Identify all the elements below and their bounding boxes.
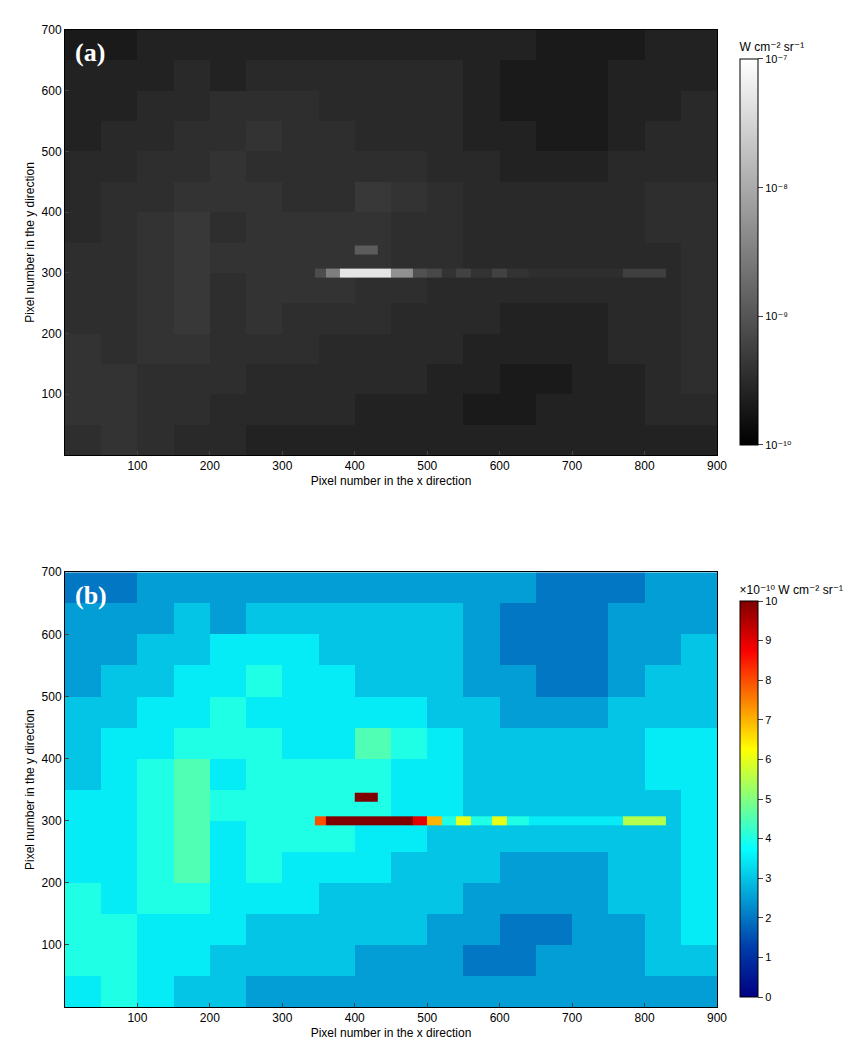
svg-text:400: 400 xyxy=(42,205,62,219)
svg-text:8: 8 xyxy=(765,674,771,686)
svg-text:700: 700 xyxy=(42,23,62,37)
svg-text:200: 200 xyxy=(200,1011,220,1025)
svg-text:7: 7 xyxy=(765,714,771,726)
svg-text:(b): (b) xyxy=(75,581,107,610)
svg-text:900: 900 xyxy=(707,1011,727,1025)
svg-text:500: 500 xyxy=(42,690,62,704)
svg-text:400: 400 xyxy=(42,752,62,766)
svg-text:10⁻⁸: 10⁻⁸ xyxy=(765,182,788,194)
svg-text:9: 9 xyxy=(765,634,771,646)
svg-text:300: 300 xyxy=(272,1011,292,1025)
svg-text:600: 600 xyxy=(490,459,510,473)
svg-text:700: 700 xyxy=(42,565,62,579)
svg-text:200: 200 xyxy=(42,876,62,890)
svg-text:×10⁻¹⁰ W cm⁻² sr⁻¹: ×10⁻¹⁰ W cm⁻² sr⁻¹ xyxy=(740,583,843,597)
svg-text:4: 4 xyxy=(765,832,771,844)
svg-text:300: 300 xyxy=(272,459,292,473)
svg-text:600: 600 xyxy=(490,1011,510,1025)
svg-text:Pixel number in the x directio: Pixel number in the x direction xyxy=(311,1026,472,1040)
svg-text:600: 600 xyxy=(42,84,62,98)
svg-text:5: 5 xyxy=(765,793,771,805)
svg-text:Pixel number in the y directio: Pixel number in the y direction xyxy=(23,709,37,870)
svg-text:10⁻⁷: 10⁻⁷ xyxy=(765,53,787,65)
svg-text:6: 6 xyxy=(765,753,771,765)
svg-text:100: 100 xyxy=(42,387,62,401)
svg-text:800: 800 xyxy=(635,1011,655,1025)
svg-text:Pixel number in the y directio: Pixel number in the y direction xyxy=(23,162,37,323)
svg-text:200: 200 xyxy=(42,327,62,341)
svg-text:300: 300 xyxy=(42,814,62,828)
svg-text:10⁻⁹: 10⁻⁹ xyxy=(765,310,788,322)
svg-text:900: 900 xyxy=(707,459,727,473)
svg-text:0: 0 xyxy=(765,991,771,1003)
svg-text:300: 300 xyxy=(42,266,62,280)
svg-text:400: 400 xyxy=(345,459,365,473)
svg-text:2: 2 xyxy=(765,912,771,924)
svg-text:400: 400 xyxy=(345,1011,365,1025)
svg-text:700: 700 xyxy=(562,1011,582,1025)
svg-text:600: 600 xyxy=(42,628,62,642)
svg-text:W cm⁻² sr⁻¹: W cm⁻² sr⁻¹ xyxy=(740,40,805,54)
svg-text:100: 100 xyxy=(42,938,62,952)
svg-text:700: 700 xyxy=(562,459,582,473)
svg-text:200: 200 xyxy=(200,459,220,473)
svg-text:10⁻¹⁰: 10⁻¹⁰ xyxy=(765,439,792,451)
svg-text:500: 500 xyxy=(417,459,437,473)
svg-text:1: 1 xyxy=(765,951,771,963)
svg-text:800: 800 xyxy=(635,459,655,473)
svg-text:10: 10 xyxy=(765,595,777,607)
svg-text:100: 100 xyxy=(127,1011,147,1025)
svg-text:100: 100 xyxy=(127,459,147,473)
svg-text:500: 500 xyxy=(42,145,62,159)
svg-text:Pixel number in the x directio: Pixel number in the x direction xyxy=(311,474,472,488)
svg-text:500: 500 xyxy=(417,1011,437,1025)
svg-text:(a): (a) xyxy=(75,38,105,67)
svg-text:3: 3 xyxy=(765,872,771,884)
